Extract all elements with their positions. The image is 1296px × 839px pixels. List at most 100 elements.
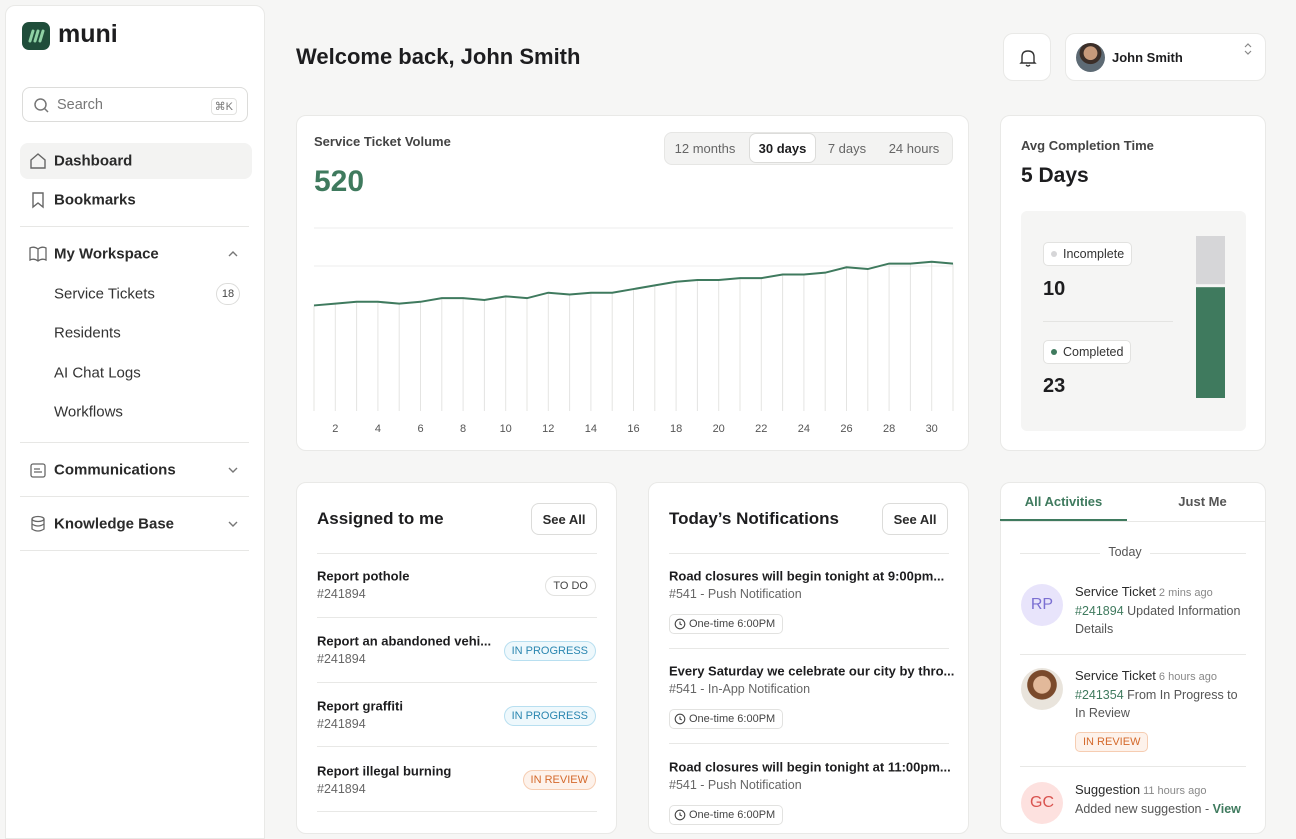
legend-dot	[1051, 349, 1057, 355]
task-title[interactable]: Report an abandoned vehi...	[317, 633, 492, 649]
completion-title: Avg Completion Time	[1021, 138, 1154, 153]
schedule-time: One-time 6:00PM	[689, 713, 776, 725]
bell-button[interactable]	[1003, 33, 1051, 81]
nav-service-tickets[interactable]: Service Tickets	[54, 285, 155, 303]
x-tick-label: 6	[417, 423, 423, 435]
nav-bookmarks[interactable]: Bookmarks	[54, 191, 136, 209]
nav-residents[interactable]: Residents	[54, 324, 121, 342]
activity-text: From In Progress to In Review	[1075, 688, 1238, 720]
divider	[1020, 654, 1246, 655]
task-id: #241894	[317, 587, 366, 601]
assigned-title: Assigned to me	[317, 509, 444, 528]
legend-chip: Completed	[1043, 340, 1132, 364]
x-tick-label: 28	[883, 423, 895, 435]
divider	[317, 553, 597, 554]
range-option[interactable]: 24 hours	[888, 140, 940, 156]
tab-underline	[1000, 519, 1127, 521]
legend-label: Incomplete	[1063, 247, 1125, 261]
x-tick-label: 8	[460, 423, 466, 435]
avatar-initials: GC	[1021, 782, 1063, 824]
completion-segment	[1196, 236, 1225, 285]
schedule-chip: One-time 6:00PM	[669, 805, 784, 825]
clock-icon	[674, 713, 686, 725]
range-option[interactable]: 12 months	[674, 140, 736, 156]
search-box[interactable]: Search ⌘K	[22, 87, 248, 122]
divider	[1150, 553, 1246, 554]
divider	[317, 682, 597, 683]
task-title[interactable]: Report illegal burning	[317, 763, 452, 779]
schedule-chip: One-time 6:00PM	[669, 614, 784, 634]
clock-icon	[674, 618, 686, 630]
activity-type: Service Ticket	[1075, 668, 1156, 683]
chevron-down[interactable]	[227, 464, 239, 476]
activity-text: Added new suggestion -	[1075, 802, 1210, 816]
chevron-up[interactable]	[227, 248, 239, 260]
x-tick-label: 2	[332, 423, 338, 435]
range-option[interactable]: 7 days	[827, 140, 867, 156]
incomplete-count: 10	[1043, 278, 1066, 300]
ticket-badge: 18	[216, 283, 240, 305]
home-icon	[30, 153, 46, 169]
user-name: John Smith	[1112, 50, 1183, 65]
notification-title[interactable]: Every Saturday we celebrate our city by …	[669, 663, 955, 679]
nav-knowledge-base[interactable]: Knowledge Base	[54, 515, 175, 533]
divider	[317, 617, 597, 618]
nav-communications[interactable]: Communications	[54, 461, 176, 479]
range-option-active[interactable]: 30 days	[749, 133, 816, 163]
nav-ai-chat-logs[interactable]: AI Chat Logs	[54, 364, 141, 382]
activity-card	[1000, 482, 1266, 834]
notification-title[interactable]: Road closures will begin tonight at 11:0…	[669, 759, 951, 775]
notification-channel: #541 - Push Notification	[669, 778, 802, 792]
workspace-title[interactable]: My Workspace	[54, 245, 159, 263]
x-tick-label: 22	[755, 423, 767, 435]
activity-time: 11 hours ago	[1143, 785, 1207, 797]
x-tick-label: 10	[500, 423, 512, 435]
divider	[20, 442, 249, 443]
divider	[20, 550, 249, 551]
divider	[317, 746, 597, 747]
volume-card: Service Ticket Volume 520 12 months 30 d…	[296, 115, 969, 451]
see-all-button[interactable]: See All	[882, 503, 948, 535]
activity-link[interactable]: View	[1212, 802, 1241, 816]
task-id: #241894	[317, 782, 366, 796]
status-chip: TO DO	[545, 576, 596, 596]
search-shortcut: ⌘K	[210, 98, 237, 115]
status-chip: IN PROGRESS	[503, 706, 596, 726]
tab[interactable]: Just Me	[1178, 494, 1227, 509]
logo-text: muni	[58, 20, 118, 48]
tab-active[interactable]: All Activities	[1024, 494, 1103, 509]
activity-time: 2 mins ago	[1158, 587, 1213, 599]
status-chip: IN REVIEW	[1075, 732, 1149, 752]
activity-time: 6 hours ago	[1158, 671, 1218, 683]
task-title[interactable]: Report pothole	[317, 568, 410, 584]
x-tick-label: 4	[375, 423, 381, 435]
see-all-button[interactable]: See All	[531, 503, 597, 535]
activity-ref[interactable]: #241894	[1075, 604, 1124, 618]
schedule-time: One-time 6:00PM	[689, 809, 776, 821]
task-title[interactable]: Report graffiti	[317, 698, 403, 714]
status-chip: IN REVIEW	[522, 770, 596, 790]
notification-title[interactable]: Road closures will begin tonight at 9:00…	[669, 568, 945, 584]
divider	[20, 226, 249, 227]
schedule-chip: One-time 6:00PM	[669, 709, 784, 729]
completion-bar	[1196, 236, 1225, 398]
legend-dot	[1051, 251, 1057, 257]
x-tick-label: 18	[670, 423, 682, 435]
notifications-title: Today’s Notifications	[669, 509, 840, 528]
logo-mark	[28, 29, 45, 43]
tab-border	[1000, 521, 1266, 522]
logo-icon	[22, 22, 50, 50]
chevron-down[interactable]	[227, 518, 239, 530]
activity-ref[interactable]: #241354	[1075, 688, 1124, 702]
completion-value: 5 Days	[1021, 164, 1089, 187]
avatar-photo	[1021, 668, 1063, 710]
user-menu[interactable]: John Smith	[1065, 33, 1266, 81]
volume-chart: 2 4 6 8 10 12 14 16 18 20 22 24 26 28 30	[313, 227, 954, 435]
nav-dashboard[interactable]: Dashboard	[54, 152, 133, 170]
bookmark-icon	[32, 192, 44, 209]
nav-workflows[interactable]: Workflows	[54, 403, 123, 421]
nav-active-bg[interactable]	[20, 143, 252, 179]
day-label: Today	[1108, 545, 1142, 559]
volume-line	[313, 260, 954, 307]
